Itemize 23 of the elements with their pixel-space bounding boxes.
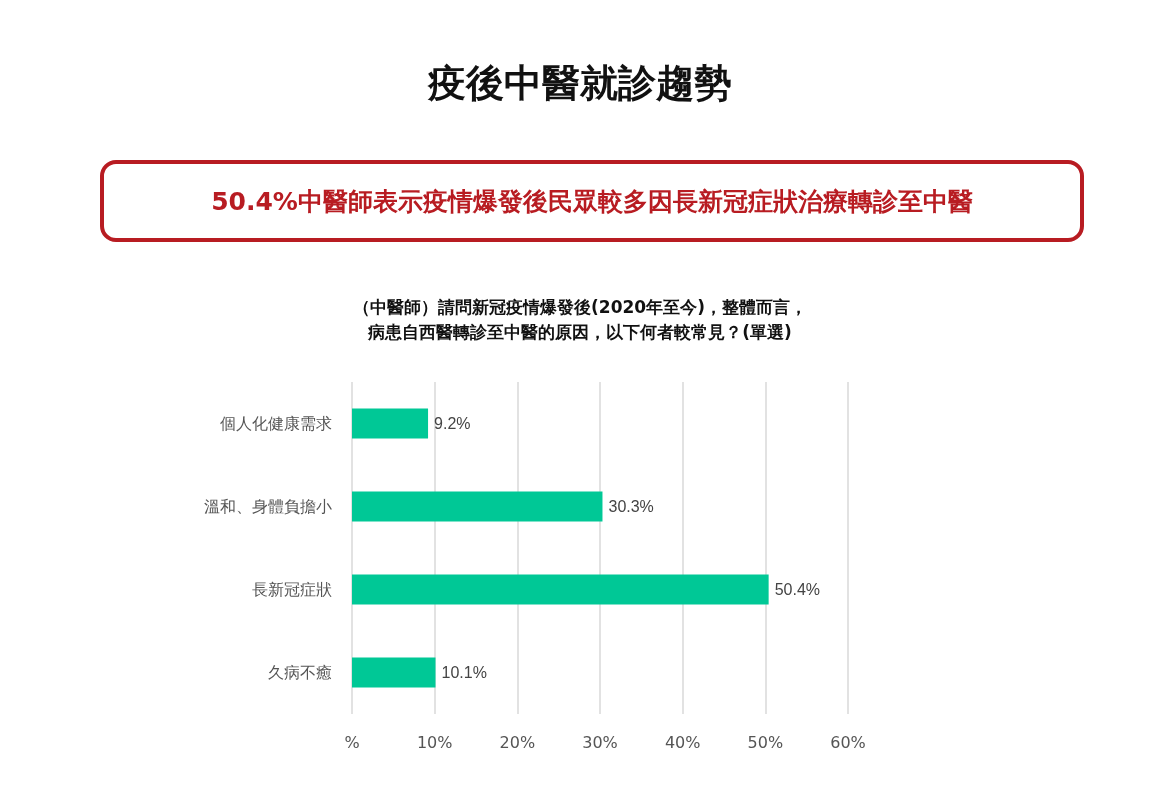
bar bbox=[352, 574, 769, 605]
bar bbox=[352, 491, 603, 522]
y-tick-label: 久病不癒 bbox=[268, 663, 332, 682]
chart-subtitle: 50.4%中醫師表示疫情爆發後民眾較多因長新冠症狀治療轉診至中醫 bbox=[100, 160, 1084, 242]
bar bbox=[352, 408, 429, 439]
data-label: 10.1% bbox=[441, 664, 487, 681]
y-tick-label: 個人化健康需求 bbox=[220, 414, 332, 433]
data-label: 30.3% bbox=[608, 498, 654, 515]
text: 病患自西醫轉診至中醫的原因，以下何者較常見？(單選) bbox=[367, 321, 793, 344]
x-tick-label: 10% bbox=[416, 732, 453, 752]
text: （中醫師）請問新冠疫情爆發後(2020年至今)，整體而言， bbox=[352, 296, 808, 319]
bar bbox=[352, 657, 436, 688]
x-tick-label: 30% bbox=[582, 732, 618, 752]
data-label: 9.2% bbox=[434, 415, 471, 432]
x-tick-label: 60% bbox=[830, 732, 866, 752]
x-tick-label: % bbox=[344, 732, 360, 752]
x-tick-label: 40% bbox=[664, 732, 701, 752]
x-tick-label: 50% bbox=[747, 732, 784, 752]
x-tick-label: 20% bbox=[499, 732, 536, 752]
y-tick-label: 長新冠症狀 bbox=[252, 580, 332, 599]
y-tick-label: 溫和、身體負擔小 bbox=[204, 497, 332, 516]
chart-title: 疫後中醫就診趨勢 bbox=[427, 60, 733, 107]
data-label: 50.4% bbox=[774, 581, 821, 598]
